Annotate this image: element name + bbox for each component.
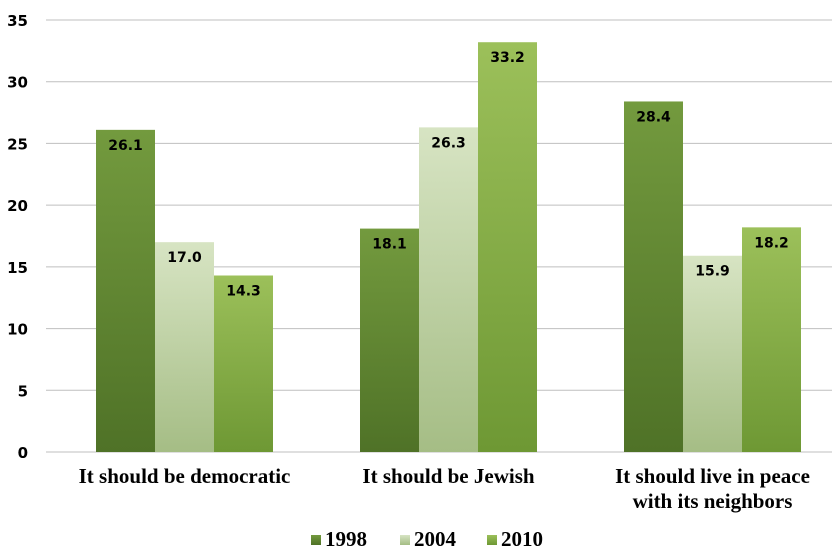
bars [96, 42, 801, 453]
data-label: 26.3 [431, 135, 466, 151]
legend-label: 1998 [325, 527, 367, 551]
y-tick-label: 25 [7, 135, 28, 153]
data-label: 33.2 [490, 50, 525, 66]
x-category-label: It should be Jewish [362, 464, 534, 488]
data-label: 15.9 [695, 264, 730, 280]
bar-2010 [214, 275, 273, 452]
y-tick-label: 5 [18, 382, 28, 400]
y-axis-ticks: 0 5 10 15 20 25 30 35 [7, 12, 28, 462]
legend-swatch [311, 535, 321, 545]
legend-swatch [487, 535, 497, 545]
x-category-label: with its neighbors [633, 489, 793, 513]
y-tick-label: 10 [7, 321, 28, 339]
bar-2010 [742, 227, 801, 452]
bar-2004 [683, 255, 742, 452]
data-label: 28.4 [636, 109, 671, 125]
y-tick-label: 35 [7, 12, 28, 30]
bar-2004 [419, 127, 478, 452]
legend: 1998 2004 2010 [311, 527, 543, 551]
data-label: 26.1 [108, 138, 143, 154]
x-category-label: It should live in peace [615, 464, 810, 488]
y-tick-label: 30 [7, 74, 28, 92]
data-labels: 26.1 17.0 14.3 18.1 26.3 33.2 28.4 15.9 18.2 [108, 50, 789, 299]
x-axis-categories: It should be democratic It should be Jewi… [79, 464, 810, 513]
bar-2010 [478, 42, 537, 453]
data-label: 18.2 [754, 235, 789, 251]
legend-label: 2010 [501, 527, 543, 551]
y-tick-label: 15 [7, 259, 28, 277]
y-tick-label: 20 [7, 197, 28, 215]
legend-swatch [400, 535, 410, 545]
bar-1998 [96, 129, 155, 452]
data-label: 18.1 [372, 237, 407, 253]
data-label: 17.0 [167, 250, 202, 266]
y-tick-label: 0 [18, 444, 28, 462]
bar-1998 [624, 101, 683, 452]
data-label: 14.3 [226, 283, 261, 299]
legend-label: 2004 [414, 527, 457, 551]
bar-2004 [155, 242, 214, 452]
x-category-label: It should be democratic [79, 464, 291, 488]
bar-1998 [360, 228, 419, 452]
